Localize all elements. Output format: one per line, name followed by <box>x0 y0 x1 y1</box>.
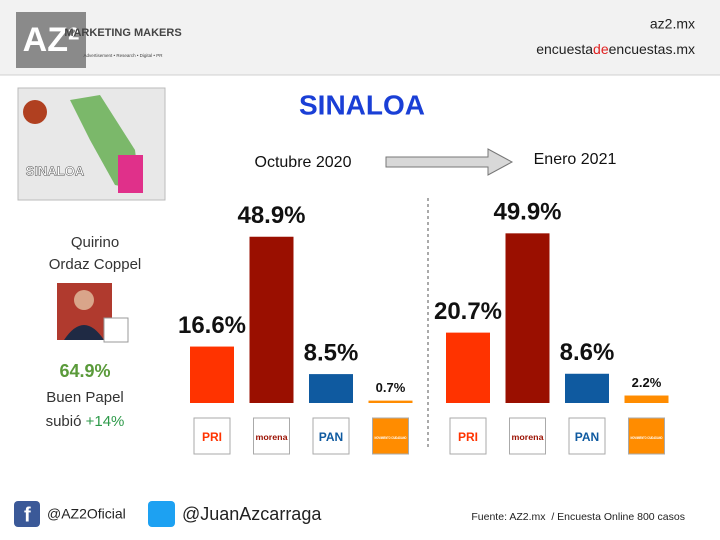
state-image: SINALOA <box>17 87 166 201</box>
logo-block <box>16 12 86 68</box>
chart-title: Octubre 2020 <box>255 154 352 171</box>
page-title: SINALOA <box>299 89 425 120</box>
candidate-name: Quirino <box>71 234 119 251</box>
bar <box>505 233 550 403</box>
site2: encuestadeencuestas.mx <box>536 41 695 57</box>
site2-part: encuestas.mx <box>609 41 695 57</box>
party-logo <box>312 417 350 455</box>
category-label: PRI <box>202 430 222 444</box>
site2-part: de <box>593 41 609 57</box>
party-badge <box>103 317 129 343</box>
category-label: MOVIMIENTO CIUDADANO <box>375 436 407 440</box>
bar <box>565 373 609 403</box>
party-logo <box>509 417 546 455</box>
chart-title: Enero 2021 <box>534 151 617 168</box>
facebook-handle[interactable]: @AZ2Oficial <box>47 506 126 522</box>
value-label: 20.7% <box>434 298 502 325</box>
party-logo <box>568 417 606 455</box>
state-seal <box>23 100 47 124</box>
change-word: subió <box>46 413 82 430</box>
party-logo <box>449 417 487 455</box>
category-label: PAN <box>319 430 343 444</box>
logo-tagline: Advertisement • Research • Digital • PR <box>83 53 163 58</box>
candidate-photo <box>57 283 129 343</box>
site: az2.mx <box>650 16 695 32</box>
facebook-icon <box>14 501 40 527</box>
category-label: morena <box>256 433 289 442</box>
category-label: PRI <box>458 430 478 444</box>
bar <box>368 400 413 403</box>
value-label: 2.2% <box>632 375 662 390</box>
category-label: morena <box>512 433 545 442</box>
logo-text: AZ² <box>23 21 80 59</box>
bar <box>190 346 234 403</box>
value-label: 49.9% <box>493 199 561 226</box>
image-label: SINALOA <box>26 163 85 178</box>
category-label: PAN <box>575 430 599 444</box>
value-label: 8.5% <box>304 339 359 366</box>
value-label: 0.7% <box>376 380 406 395</box>
bar <box>309 374 353 403</box>
party-logo <box>372 417 409 455</box>
bar <box>624 395 669 403</box>
rating: Buen Papel <box>46 389 124 406</box>
party-logo <box>193 417 231 455</box>
change: subió +14% <box>46 413 125 430</box>
photo-face <box>74 290 94 310</box>
logo: AZ² MARKETING MAKERS Advertisement • Res… <box>16 12 182 68</box>
value-label: 16.6% <box>178 312 246 339</box>
site2-part: encuesta <box>536 41 593 57</box>
candidate-name: Ordaz Coppel <box>49 256 142 273</box>
facebook-glyph: f <box>24 504 31 526</box>
category-label: MOVIMIENTO CIUDADANO <box>631 436 663 440</box>
change-value: +14% <box>86 413 125 430</box>
party-logo <box>253 417 290 455</box>
twitter-handle[interactable]: @JuanAzcarraga <box>182 504 322 524</box>
party-logo <box>628 417 665 455</box>
approval: 64.9% <box>59 361 110 381</box>
header-band <box>0 0 720 75</box>
source: Fuente: AZ2.mx / Encuesta Online 800 cas… <box>471 511 685 523</box>
logo-subtitle: MARKETING MAKERS <box>64 27 181 39</box>
bar <box>249 236 294 403</box>
photo-suit <box>64 325 104 340</box>
value-label: 8.6% <box>560 339 615 366</box>
period-arrow <box>385 148 514 176</box>
ballot-box <box>118 155 143 193</box>
value-label: 48.9% <box>237 202 305 229</box>
twitter-icon <box>148 501 175 527</box>
bar <box>446 332 490 403</box>
